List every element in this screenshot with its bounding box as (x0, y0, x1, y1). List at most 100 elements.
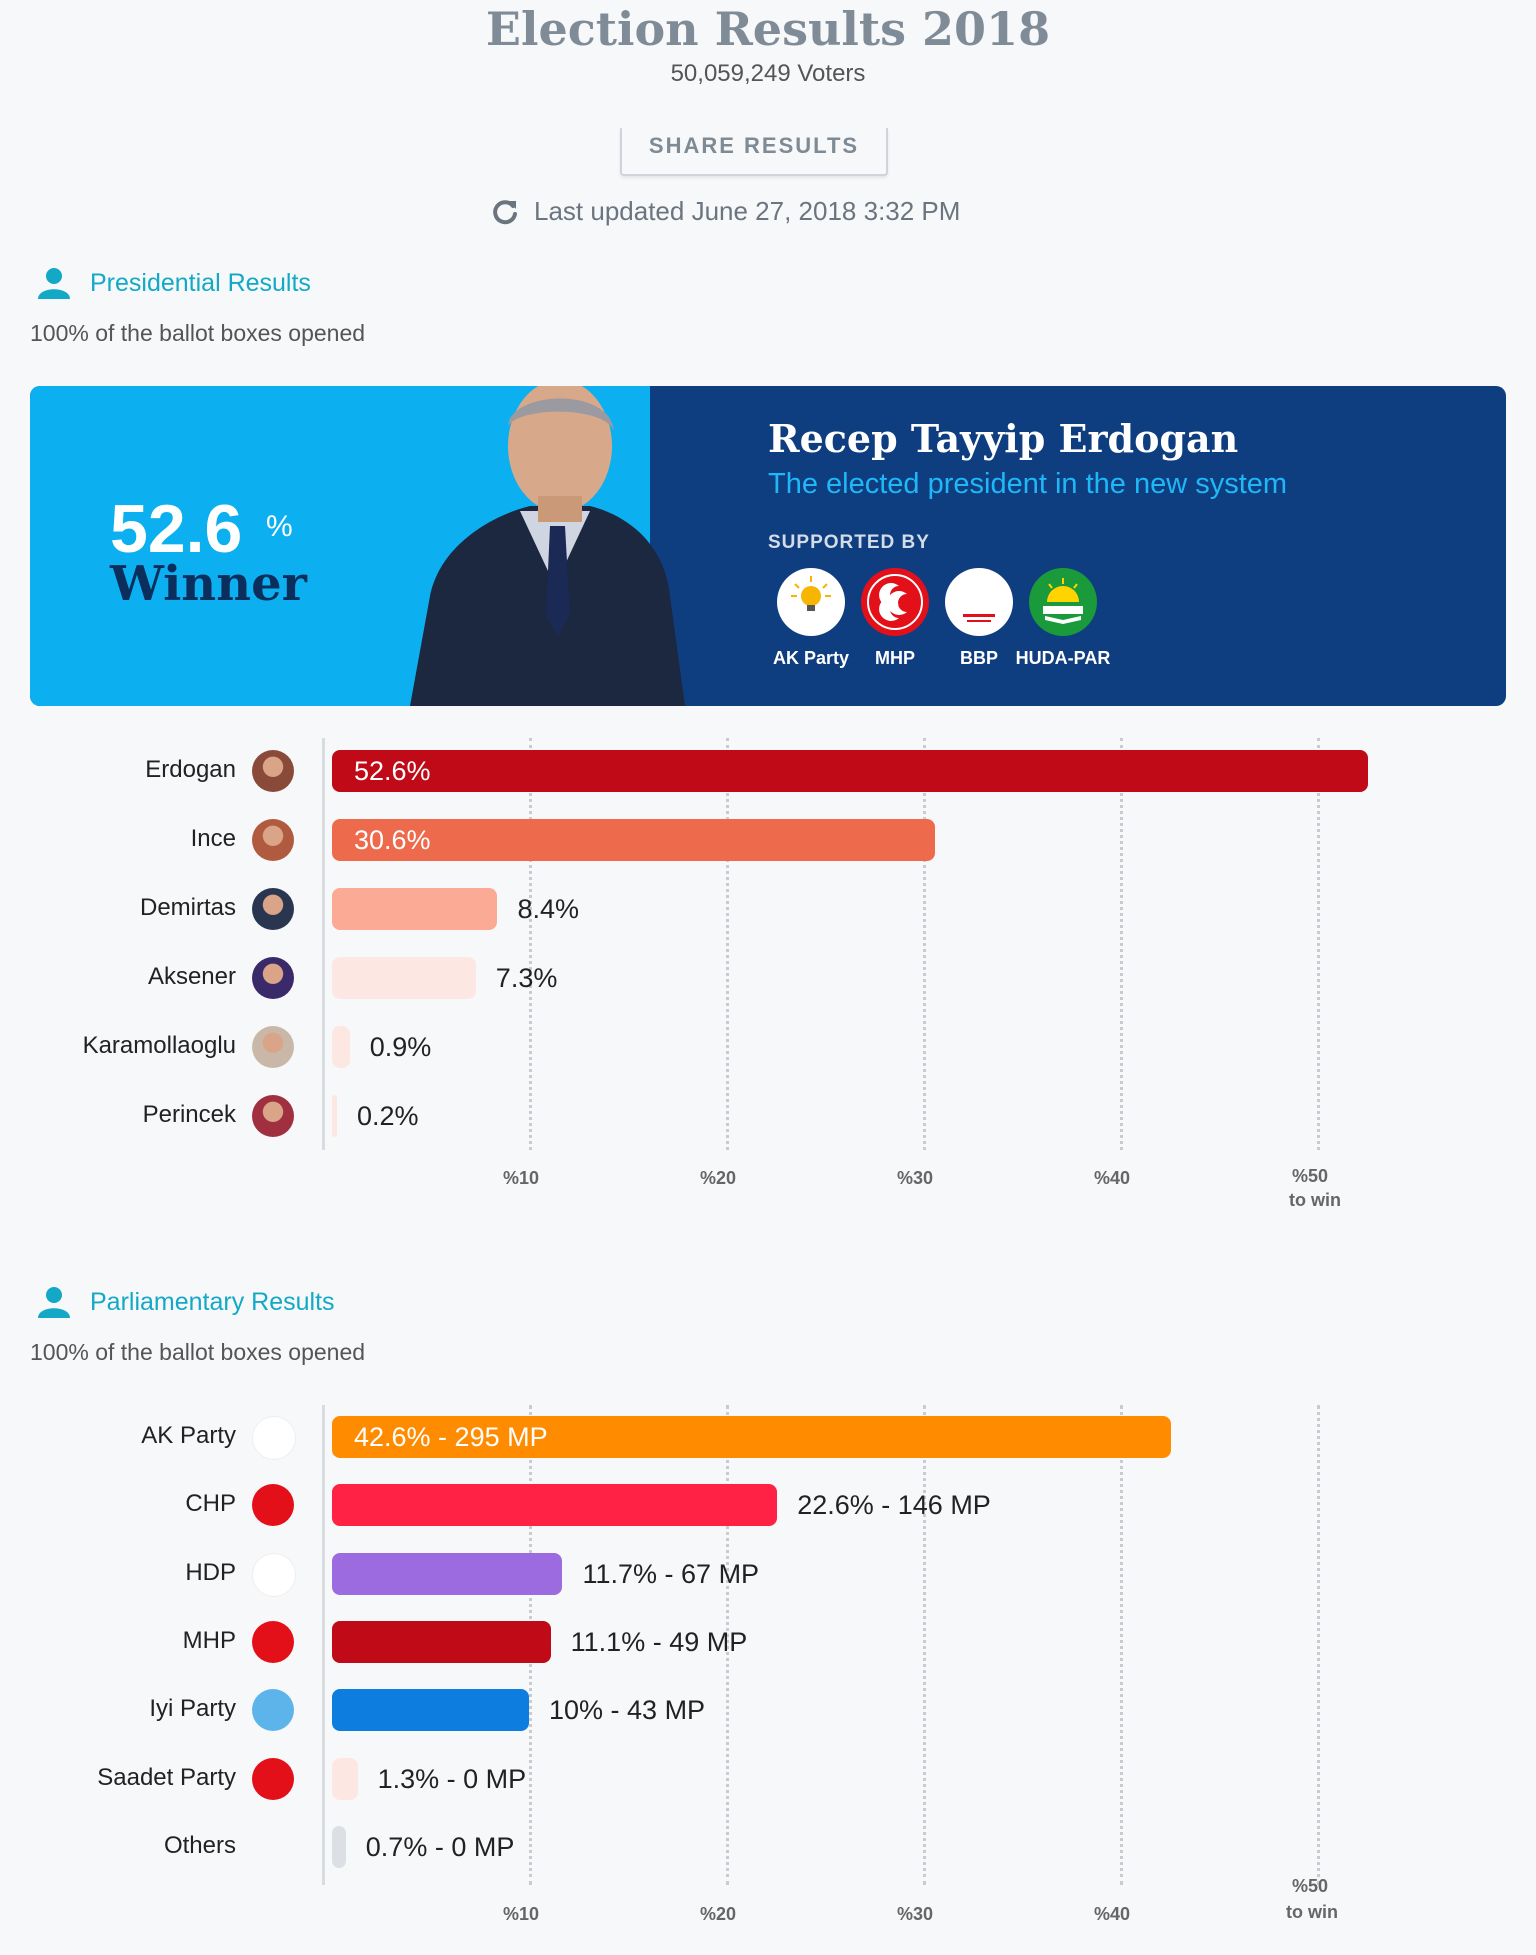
supporting-party-name: HUDA-PAR (1015, 648, 1111, 668)
candidate-avatar-icon (252, 819, 294, 861)
presidential-section-header: Presidential Results (36, 266, 311, 300)
candidate-avatar-icon (252, 957, 294, 999)
party-logo-icon (252, 1552, 296, 1597)
supporting-party-hudapar: HUDA-PAR (1008, 568, 1118, 669)
presidential-section-title: Presidential Results (90, 268, 311, 297)
parl-bar-label: 11.7% - 67 MP (582, 1558, 760, 1589)
pres-axis (322, 738, 325, 1150)
pres-gridline (923, 738, 926, 1150)
pres-category-label: Erdogan (145, 756, 236, 783)
candidate-avatar-icon (252, 888, 294, 930)
parl-bar-label: 1.3% - 0 MP (377, 1763, 527, 1794)
pres-bar[interactable] (332, 957, 476, 999)
winner-banner: 52.6 % Winner Recep Tayyip Erdogan The e… (30, 386, 1506, 706)
parl-bar-label: 22.6% - 146 MP (797, 1490, 991, 1521)
axis-tick: %20 (699, 1168, 737, 1188)
parl-bar[interactable] (332, 1620, 551, 1663)
pres-category-label: Ince (190, 825, 236, 852)
pres-bar-label: 30.6% (354, 825, 431, 855)
candidate-avatar-icon (252, 750, 294, 792)
parl-category-label: HDP (185, 1558, 236, 1586)
refresh-icon[interactable] (490, 197, 520, 227)
pres-bar-label: 0.9% (369, 1032, 432, 1062)
parliamentary-ballots-status: 100% of the ballot boxes opened (30, 1339, 366, 1365)
party-logo-icon (252, 1689, 294, 1732)
party-logo-icon (252, 1757, 294, 1800)
parl-category-label: AK Party (141, 1422, 236, 1449)
pres-bar[interactable] (332, 750, 1369, 792)
axis-tick: %20 (699, 1904, 737, 1924)
supporting-party-mhp: MHP (840, 568, 950, 669)
parl-bar-label: 42.6% - 295 MP (354, 1422, 548, 1452)
winner-name: Recep Tayyip Erdogan (768, 416, 1239, 461)
mhp-logo-icon (861, 568, 929, 636)
pres-gridline (726, 738, 729, 1150)
axis-tick: %50 (1291, 1166, 1329, 1186)
axis-tick: %40 (1093, 1904, 1131, 1924)
candidate-avatar-icon (252, 1026, 294, 1068)
parliamentary-section-header: Parliamentary Results (36, 1285, 335, 1319)
parl-category-label: CHP (185, 1490, 236, 1518)
axis-tick: %40 (1093, 1168, 1131, 1188)
share-results-button[interactable]: SHARE RESULTS (620, 128, 888, 176)
party-logo-icon (252, 1416, 296, 1460)
pres-gridline (1317, 738, 1320, 1150)
parl-axis (322, 1405, 325, 1885)
to-win-label: to win (1289, 1190, 1341, 1210)
parl-bar-label: 11.1% - 49 MP (570, 1626, 748, 1657)
pres-bar[interactable] (332, 1095, 337, 1137)
parl-bar[interactable] (332, 1689, 529, 1732)
parliamentary-section-title: Parliamentary Results (90, 1287, 335, 1316)
presidential-ballots-status: 100% of the ballot boxes opened (30, 320, 366, 346)
hudapar-logo-icon (1029, 568, 1097, 636)
pres-category-label: Aksener (147, 963, 236, 990)
pres-bar-label: 8.4% (517, 894, 580, 924)
pres-bar-label: 52.6% (354, 756, 431, 786)
axis-tick: %10 (502, 1168, 540, 1188)
candidate-photo (410, 386, 685, 706)
bbp-logo-icon (945, 568, 1013, 636)
pres-gridline (1120, 738, 1123, 1150)
parl-gridline (726, 1405, 729, 1885)
pres-bar[interactable] (332, 1026, 350, 1068)
parl-bar-label: 0.7% - 0 MP (365, 1831, 515, 1862)
winner-percent-sign: % (266, 510, 293, 543)
axis-tick: %30 (896, 1168, 934, 1188)
parl-gridline (1120, 1405, 1123, 1885)
parl-category-label: Others (163, 1831, 236, 1859)
pres-bar-label: 0.2% (357, 1101, 419, 1131)
parl-gridline (923, 1405, 926, 1885)
candidate-avatar-icon (252, 1095, 294, 1137)
axis-tick: %10 (502, 1904, 540, 1924)
parl-gridline (1317, 1405, 1320, 1885)
supporting-party-name: AK Party (772, 648, 850, 668)
parl-category-label: Iyi Party (149, 1695, 236, 1723)
pres-category-label: Perincek (142, 1101, 236, 1128)
pres-bar[interactable] (332, 888, 498, 930)
person-icon (38, 268, 70, 299)
pres-category-label: Karamollaoglu (82, 1032, 236, 1059)
parl-bar[interactable] (332, 1552, 563, 1595)
parl-bar[interactable] (332, 1416, 1172, 1458)
pres-category-label: Demirtas (139, 894, 236, 921)
parl-bar[interactable] (332, 1757, 358, 1800)
parl-category-label: Saadet Party (97, 1763, 236, 1791)
supporting-party-akparty: AK Party (756, 568, 866, 669)
page-title: Election Results 2018 (485, 2, 1051, 56)
last-updated-text: Last updated June 27, 2018 3:32 PM (534, 196, 961, 226)
supported-by-label: SUPPORTED BY (768, 532, 930, 553)
parl-bar-label: 10% - 43 MP (549, 1695, 706, 1726)
party-logo-icon (252, 1484, 294, 1527)
pres-bar-label: 7.3% (495, 963, 558, 993)
winner-percent: 52.6 (110, 491, 243, 567)
pres-bar[interactable] (332, 819, 935, 861)
parl-category-label: MHP (182, 1626, 236, 1654)
winner-label: Winner (110, 556, 307, 612)
pres-gridline (529, 738, 532, 1150)
parl-bar[interactable] (332, 1825, 346, 1868)
parl-bar[interactable] (332, 1484, 778, 1527)
axis-tick: %30 (896, 1904, 934, 1924)
akparty-logo-icon (777, 568, 845, 636)
person-icon (38, 1287, 70, 1318)
supporting-party-bbp: BBP (924, 568, 1034, 669)
